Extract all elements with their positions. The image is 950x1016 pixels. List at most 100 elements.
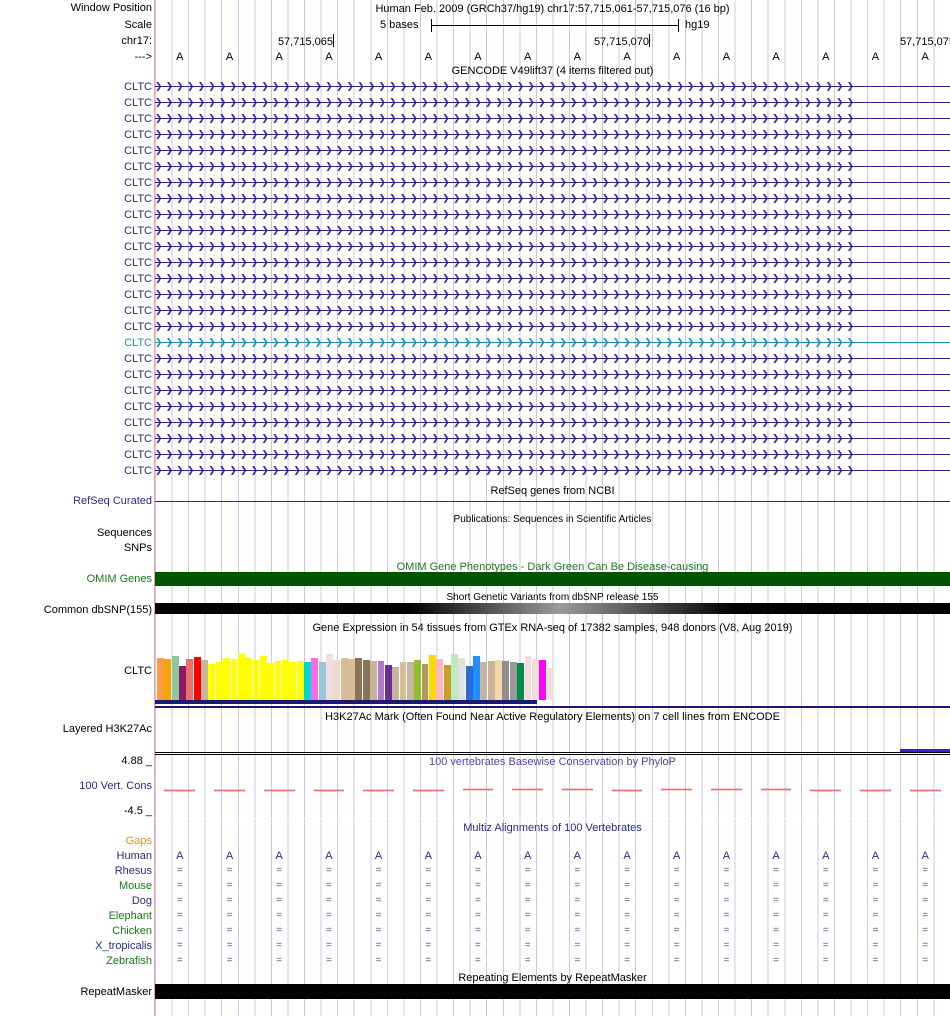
gtex-tissue-bar[interactable] (392, 667, 400, 700)
multiz-align-gap: = (524, 880, 531, 891)
gencode-gene-row[interactable]: ❯❯❯❯❯❯❯❯❯❯❯❯❯❯❯❯❯❯❯❯❯❯❯❯❯❯❯❯❯❯❯❯❯❯❯❯❯❯❯❯… (155, 385, 950, 396)
gtex-tissue-bar[interactable] (428, 655, 436, 700)
gtex-tissue-bar[interactable] (274, 660, 282, 700)
gtex-tissue-bar[interactable] (451, 654, 458, 700)
refseq-gene-line (155, 501, 950, 502)
gtex-tissue-bar[interactable] (377, 660, 385, 700)
gencode-gene-row[interactable]: ❯❯❯❯❯❯❯❯❯❯❯❯❯❯❯❯❯❯❯❯❯❯❯❯❯❯❯❯❯❯❯❯❯❯❯❯❯❯❯❯… (155, 401, 950, 412)
multiz-align-gap: = (872, 925, 879, 936)
gtex-tissue-bar[interactable] (421, 664, 429, 700)
gtex-tissue-bar[interactable] (362, 660, 370, 700)
gtex-bar-chart[interactable] (155, 648, 950, 704)
gtex-tissue-bar[interactable] (384, 664, 392, 700)
gtex-tissue-bar[interactable] (436, 659, 444, 700)
multiz-align-gap: = (226, 925, 233, 936)
gtex-tissue-bar[interactable] (318, 662, 326, 700)
gencode-gene-row[interactable]: ❯❯❯❯❯❯❯❯❯❯❯❯❯❯❯❯❯❯❯❯❯❯❯❯❯❯❯❯❯❯❯❯❯❯❯❯❯❯❯❯… (155, 337, 950, 348)
gtex-tissue-bar[interactable] (348, 659, 355, 700)
gtex-tissue-bar[interactable] (179, 666, 186, 700)
gtex-tissue-bar[interactable] (201, 660, 208, 700)
gencode-gene-row[interactable]: ❯❯❯❯❯❯❯❯❯❯❯❯❯❯❯❯❯❯❯❯❯❯❯❯❯❯❯❯❯❯❯❯❯❯❯❯❯❯❯❯… (155, 81, 950, 92)
gtex-tissue-bar[interactable] (546, 668, 554, 700)
gencode-gene-row[interactable]: ❯❯❯❯❯❯❯❯❯❯❯❯❯❯❯❯❯❯❯❯❯❯❯❯❯❯❯❯❯❯❯❯❯❯❯❯❯❯❯❯… (155, 305, 950, 316)
gencode-gene-row[interactable]: ❯❯❯❯❯❯❯❯❯❯❯❯❯❯❯❯❯❯❯❯❯❯❯❯❯❯❯❯❯❯❯❯❯❯❯❯❯❯❯❯… (155, 289, 950, 300)
gtex-tissue-bar[interactable] (531, 659, 539, 700)
gtex-tissue-bar[interactable] (193, 656, 201, 700)
gencode-gene-row[interactable]: ❯❯❯❯❯❯❯❯❯❯❯❯❯❯❯❯❯❯❯❯❯❯❯❯❯❯❯❯❯❯❯❯❯❯❯❯❯❯❯❯… (155, 225, 950, 236)
gtex-tissue-bar[interactable] (208, 664, 216, 700)
gtex-tissue-bar[interactable] (355, 658, 363, 700)
gencode-gene-row[interactable]: ❯❯❯❯❯❯❯❯❯❯❯❯❯❯❯❯❯❯❯❯❯❯❯❯❯❯❯❯❯❯❯❯❯❯❯❯❯❯❯❯… (155, 353, 950, 364)
gtex-tissue-bar[interactable] (524, 656, 532, 700)
gencode-gene-row[interactable]: ❯❯❯❯❯❯❯❯❯❯❯❯❯❯❯❯❯❯❯❯❯❯❯❯❯❯❯❯❯❯❯❯❯❯❯❯❯❯❯❯… (155, 433, 950, 444)
gencode-gene-row[interactable]: ❯❯❯❯❯❯❯❯❯❯❯❯❯❯❯❯❯❯❯❯❯❯❯❯❯❯❯❯❯❯❯❯❯❯❯❯❯❯❯❯… (155, 273, 950, 284)
h3k27ac-signal-bar[interactable] (900, 749, 950, 752)
gtex-tissue-bar[interactable] (186, 659, 194, 700)
gencode-gene-row[interactable]: ❯❯❯❯❯❯❯❯❯❯❯❯❯❯❯❯❯❯❯❯❯❯❯❯❯❯❯❯❯❯❯❯❯❯❯❯❯❯❯❯… (155, 177, 950, 188)
gtex-tissue-bar[interactable] (502, 660, 510, 700)
gtex-tissue-bar[interactable] (281, 660, 289, 700)
gtex-tissue-bar[interactable] (230, 659, 238, 700)
gtex-tissue-bar[interactable] (458, 658, 466, 700)
gencode-gene-row[interactable]: ❯❯❯❯❯❯❯❯❯❯❯❯❯❯❯❯❯❯❯❯❯❯❯❯❯❯❯❯❯❯❯❯❯❯❯❯❯❯❯❯… (155, 257, 950, 268)
gtex-tissue-bar[interactable] (259, 656, 267, 700)
gtex-tissue-bar[interactable] (296, 660, 304, 700)
gencode-strand-arrows: ❯❯❯❯❯❯❯❯❯❯❯❯❯❯❯❯❯❯❯❯❯❯❯❯❯❯❯❯❯❯❯❯❯❯❯❯❯❯❯❯… (155, 290, 858, 300)
gencode-strand-arrows: ❯❯❯❯❯❯❯❯❯❯❯❯❯❯❯❯❯❯❯❯❯❯❯❯❯❯❯❯❯❯❯❯❯❯❯❯❯❯❯❯… (155, 466, 858, 476)
gtex-tissue-bar[interactable] (399, 662, 407, 700)
gtex-tissue-bar[interactable] (370, 660, 378, 700)
gtex-tissue-bar[interactable] (465, 665, 473, 700)
gtex-tissue-bar[interactable] (509, 661, 517, 700)
gencode-gene-row[interactable]: ❯❯❯❯❯❯❯❯❯❯❯❯❯❯❯❯❯❯❯❯❯❯❯❯❯❯❯❯❯❯❯❯❯❯❯❯❯❯❯❯… (155, 209, 950, 220)
gencode-gene-row[interactable]: ❯❯❯❯❯❯❯❯❯❯❯❯❯❯❯❯❯❯❯❯❯❯❯❯❯❯❯❯❯❯❯❯❯❯❯❯❯❯❯❯… (155, 369, 950, 380)
gtex-tissue-bar[interactable] (443, 664, 451, 700)
gencode-gene-row[interactable]: ❯❯❯❯❯❯❯❯❯❯❯❯❯❯❯❯❯❯❯❯❯❯❯❯❯❯❯❯❯❯❯❯❯❯❯❯❯❯❯❯… (155, 129, 950, 140)
multiz-align-gap: = (773, 955, 780, 966)
gencode-gene-row[interactable]: ❯❯❯❯❯❯❯❯❯❯❯❯❯❯❯❯❯❯❯❯❯❯❯❯❯❯❯❯❯❯❯❯❯❯❯❯❯❯❯❯… (155, 161, 950, 172)
gtex-tissue-bar[interactable] (267, 663, 275, 700)
gtex-tissue-bar[interactable] (164, 659, 172, 700)
omim-gene-bar[interactable] (155, 572, 950, 586)
gencode-gene-row[interactable]: ❯❯❯❯❯❯❯❯❯❯❯❯❯❯❯❯❯❯❯❯❯❯❯❯❯❯❯❯❯❯❯❯❯❯❯❯❯❯❯❯… (155, 241, 950, 252)
multiz-align-base: A (871, 850, 880, 862)
gencode-gene-row[interactable]: ❯❯❯❯❯❯❯❯❯❯❯❯❯❯❯❯❯❯❯❯❯❯❯❯❯❯❯❯❯❯❯❯❯❯❯❯❯❯❯❯… (155, 465, 950, 476)
multiz-align-gap: = (773, 925, 780, 936)
gtex-tissue-bar[interactable] (340, 658, 348, 700)
gtex-tissue-bar[interactable] (237, 654, 245, 700)
gtex-tissue-bar[interactable] (326, 654, 333, 700)
multiz-align-gap: = (276, 955, 283, 966)
gencode-gene-row[interactable]: ❯❯❯❯❯❯❯❯❯❯❯❯❯❯❯❯❯❯❯❯❯❯❯❯❯❯❯❯❯❯❯❯❯❯❯❯❯❯❯❯… (155, 417, 950, 428)
gtex-tissue-bar[interactable] (487, 660, 495, 700)
gtex-tissue-bar[interactable] (252, 660, 260, 700)
refseq-track-title: RefSeq genes from NCBI (490, 485, 615, 497)
gtex-tissue-bar[interactable] (223, 657, 231, 700)
browser-data-area[interactable]: Human Feb. 2009 (GRCh37/hg19) chr17:57,7… (155, 0, 950, 1016)
repeatmasker-track-title: Repeating Elements by RepeatMasker (458, 972, 647, 984)
gtex-tissue-bar[interactable] (157, 658, 164, 700)
gtex-tissue-bar[interactable] (414, 660, 422, 700)
gtex-tissue-bar[interactable] (495, 660, 502, 700)
gencode-gene-label: CLTC (124, 145, 152, 157)
gtex-tissue-bar[interactable] (245, 657, 253, 700)
gencode-gene-row[interactable]: ❯❯❯❯❯❯❯❯❯❯❯❯❯❯❯❯❯❯❯❯❯❯❯❯❯❯❯❯❯❯❯❯❯❯❯❯❯❯❯❯… (155, 449, 950, 460)
gencode-gene-row[interactable]: ❯❯❯❯❯❯❯❯❯❯❯❯❯❯❯❯❯❯❯❯❯❯❯❯❯❯❯❯❯❯❯❯❯❯❯❯❯❯❯❯… (155, 321, 950, 332)
gencode-strand-arrows: ❯❯❯❯❯❯❯❯❯❯❯❯❯❯❯❯❯❯❯❯❯❯❯❯❯❯❯❯❯❯❯❯❯❯❯❯❯❯❯❯… (155, 370, 858, 380)
gtex-tissue-bar[interactable] (539, 660, 547, 700)
gencode-gene-row[interactable]: ❯❯❯❯❯❯❯❯❯❯❯❯❯❯❯❯❯❯❯❯❯❯❯❯❯❯❯❯❯❯❯❯❯❯❯❯❯❯❯❯… (155, 145, 950, 156)
gtex-tissue-bar[interactable] (311, 658, 319, 700)
repeatmasker-bar[interactable] (155, 984, 950, 999)
gencode-gene-row[interactable]: ❯❯❯❯❯❯❯❯❯❯❯❯❯❯❯❯❯❯❯❯❯❯❯❯❯❯❯❯❯❯❯❯❯❯❯❯❯❯❯❯… (155, 193, 950, 204)
gtex-tissue-bar[interactable] (215, 661, 223, 700)
multiz-align-gap: = (176, 895, 183, 906)
gtex-tissue-bar[interactable] (304, 661, 311, 700)
gencode-gene-row[interactable]: ❯❯❯❯❯❯❯❯❯❯❯❯❯❯❯❯❯❯❯❯❯❯❯❯❯❯❯❯❯❯❯❯❯❯❯❯❯❯❯❯… (155, 97, 950, 108)
gtex-tissue-bar[interactable] (473, 656, 480, 700)
gtex-tissue-bar[interactable] (517, 663, 525, 700)
gtex-tissue-bar[interactable] (171, 656, 179, 700)
gtex-tissue-bar[interactable] (333, 660, 341, 700)
gtex-tissue-bar[interactable] (406, 661, 414, 700)
gtex-tissue-bar[interactable] (480, 661, 488, 700)
gencode-gene-row[interactable]: ❯❯❯❯❯❯❯❯❯❯❯❯❯❯❯❯❯❯❯❯❯❯❯❯❯❯❯❯❯❯❯❯❯❯❯❯❯❯❯❯… (155, 113, 950, 124)
multiz-align-gap: = (375, 880, 382, 891)
gtex-tissue-bar[interactable] (289, 662, 297, 700)
